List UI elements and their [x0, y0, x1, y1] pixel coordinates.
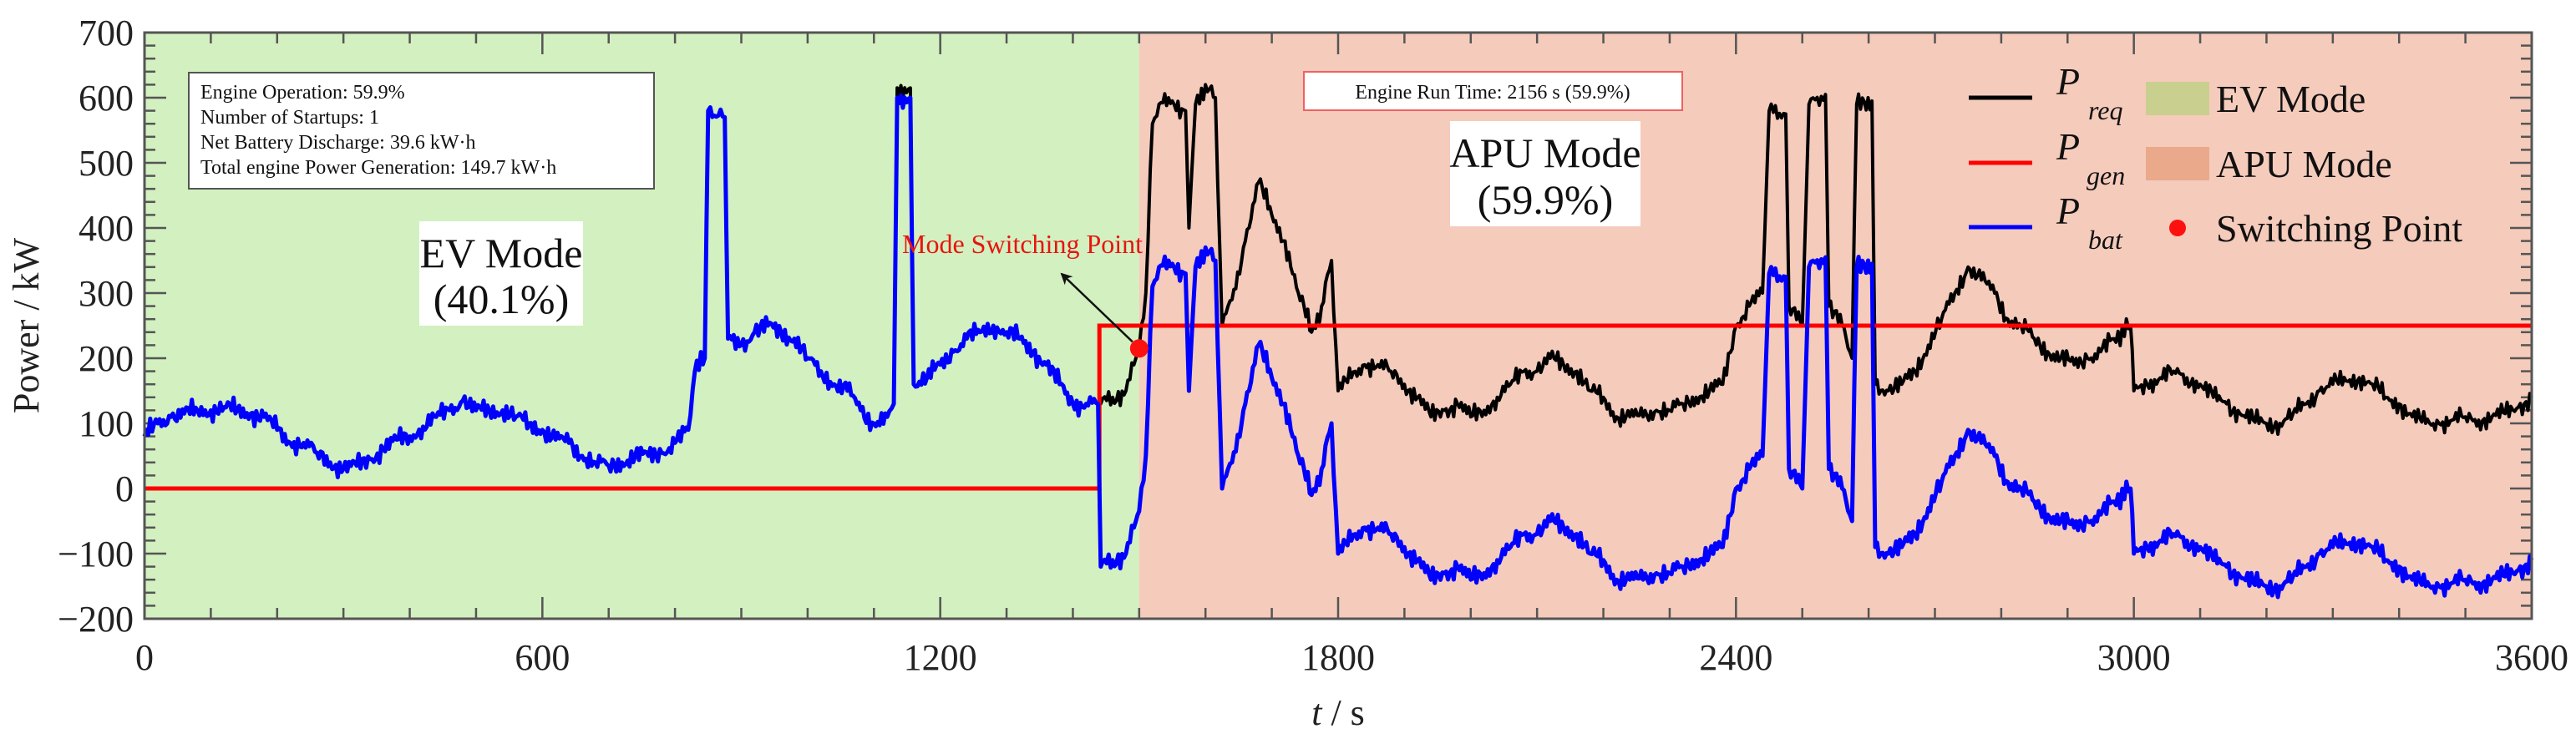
engine-run-time-box: Engine Run Time: 2156 s (59.9%) — [1303, 71, 1683, 111]
ev-mode-percent: (40.1%) — [434, 276, 569, 322]
switching-label: Mode Switching Point — [902, 229, 1143, 259]
tick-labels: 0 600 1200 1800 2400 3000 3600 −200 −100 0 100 200 3… — [58, 13, 2568, 678]
y-tick-label: 200 — [79, 338, 134, 379]
switching-arrow — [1060, 272, 1133, 343]
apu-mode-percent: (59.9%) — [1478, 176, 1613, 223]
engine-run-time-text: Engine Run Time: 2156 s (59.9%) — [1355, 82, 1630, 104]
switching-annotation: Mode Switching Point — [902, 229, 1143, 343]
y-tick-label: 100 — [79, 403, 134, 444]
info-engine-operation: Engine Operation: 59.9% — [200, 82, 405, 104]
legend-switching-label: Switching Point — [2216, 207, 2462, 250]
ev-mode-title: EV Mode — [420, 230, 583, 276]
x-axis-unit: / s — [1321, 692, 1364, 733]
legend-pbat-sub: bat — [2088, 225, 2123, 255]
x-tick-label: 1800 — [1301, 637, 1375, 678]
y-tick-label: 300 — [79, 273, 134, 314]
series-pbat-line — [142, 93, 2534, 600]
apu-mode-title: APU Mode — [1449, 129, 1640, 176]
y-tick-label: 0 — [115, 468, 134, 509]
apu-mode-label: APU Mode (59.9%) — [1449, 121, 1641, 226]
legend-pgen-symbol: P — [2056, 125, 2080, 168]
x-tick-label: 2400 — [1699, 637, 1772, 678]
info-power-generation: Total engine Power Generation: 149.7 kW·… — [200, 157, 556, 179]
x-tick-label: 0 — [135, 637, 154, 678]
legend-pbat-symbol: P — [2056, 190, 2080, 232]
legend-preq-sub: req — [2088, 95, 2122, 125]
axis-ticks — [143, 31, 2533, 620]
switching-point-marker — [1129, 339, 1149, 358]
plot-frame — [143, 31, 2533, 620]
y-axis-title: Power / kW — [6, 237, 47, 413]
info-battery-discharge: Net Battery Discharge: 39.6 kW·h — [200, 132, 475, 154]
x-tick-label: 600 — [515, 637, 570, 678]
legend-switching-marker — [2169, 220, 2186, 236]
x-axis-symbol: t — [1311, 692, 1323, 733]
legend-preq-symbol: P — [2056, 60, 2080, 103]
y-tick-label: −200 — [58, 599, 134, 640]
series-lines — [142, 83, 2534, 600]
info-startups: Number of Startups: 1 — [200, 107, 379, 129]
legend-apu-label: APU Mode — [2216, 143, 2392, 185]
x-axis-title: t / s — [1311, 692, 1365, 733]
legend-apu-swatch — [2146, 147, 2209, 180]
x-tick-label: 3000 — [2097, 637, 2171, 678]
y-tick-label: 700 — [79, 13, 134, 53]
x-tick-label: 1200 — [904, 637, 977, 678]
y-tick-label: 500 — [79, 143, 134, 184]
ev-mode-label: EV Mode (40.1%) — [419, 221, 583, 326]
x-tick-label: 3600 — [2495, 637, 2568, 678]
info-box: Engine Operation: 59.9% Number of Startu… — [188, 72, 655, 190]
y-tick-label: 400 — [79, 208, 134, 249]
legend-ev-label: EV Mode — [2216, 78, 2366, 120]
legend-ev-swatch — [2146, 82, 2209, 115]
legend: P req P gen P bat EV Mode APU Mode Switc… — [1969, 60, 2462, 255]
legend-pgen-sub: gen — [2087, 160, 2125, 190]
y-tick-label: 600 — [79, 78, 134, 119]
y-tick-label: −100 — [58, 534, 134, 574]
